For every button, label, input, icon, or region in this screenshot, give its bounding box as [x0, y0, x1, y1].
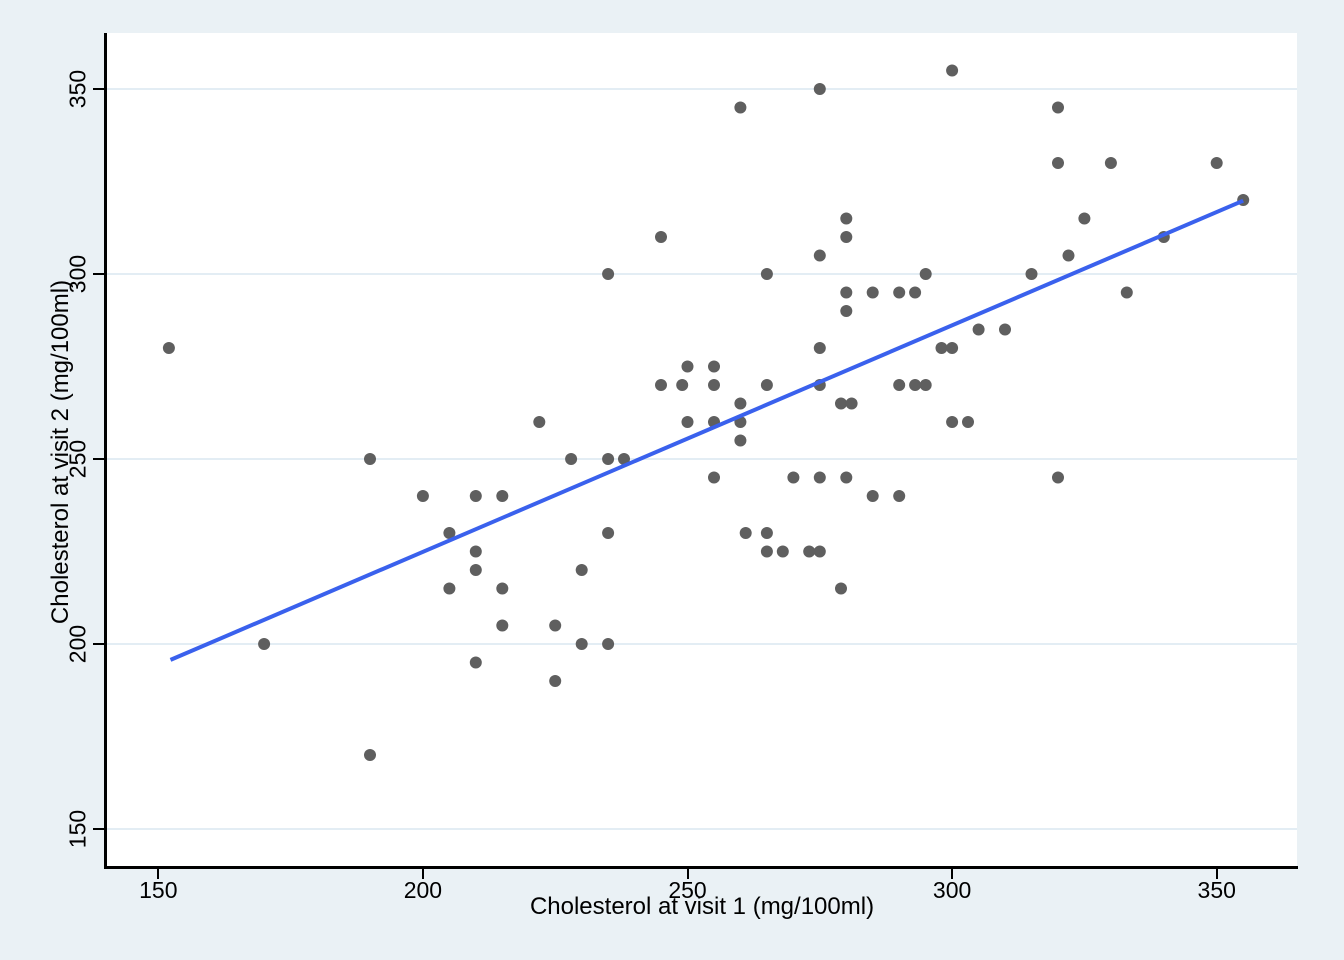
y-tick-mark-300: [93, 273, 104, 275]
grid-line-y-250: [107, 458, 1297, 460]
x-tick-label-350: 350: [1197, 877, 1236, 903]
y-tick-mark-250: [93, 458, 104, 460]
x-tick-mark-250: [686, 869, 689, 879]
y-axis-title: Cholesterol at visit 2 (mg/100ml): [47, 279, 74, 625]
grid-line-y-300: [107, 273, 1297, 275]
x-tick-label-200: 200: [403, 877, 443, 903]
x-tick-mark-150: [157, 869, 160, 879]
y-tick-mark-150: [93, 828, 104, 830]
grid-line-y-200: [107, 643, 1297, 645]
x-tick-label-150: 150: [139, 877, 178, 903]
x-axis-line: [104, 866, 1298, 869]
y-axis-line: [104, 33, 107, 869]
grid-line-y-150: [107, 828, 1297, 830]
x-tick-mark-200: [421, 869, 424, 879]
y-tick-mark-350: [93, 88, 104, 90]
x-tick-label-250: 250: [668, 877, 707, 903]
grid-line-y-350: [107, 88, 1297, 90]
x-tick-mark-350: [1215, 869, 1218, 879]
y-tick-label-150: 150: [64, 809, 91, 849]
y-tick-label-200: 200: [64, 624, 91, 664]
x-axis-title: Cholesterol at visit 1 (mg/100ml): [529, 893, 875, 920]
y-tick-mark-200: [93, 643, 104, 645]
x-tick-label-300: 300: [932, 877, 972, 903]
x-tick-mark-300: [951, 869, 954, 879]
y-tick-label-350: 350: [64, 69, 91, 109]
plot-area: [107, 33, 1297, 866]
